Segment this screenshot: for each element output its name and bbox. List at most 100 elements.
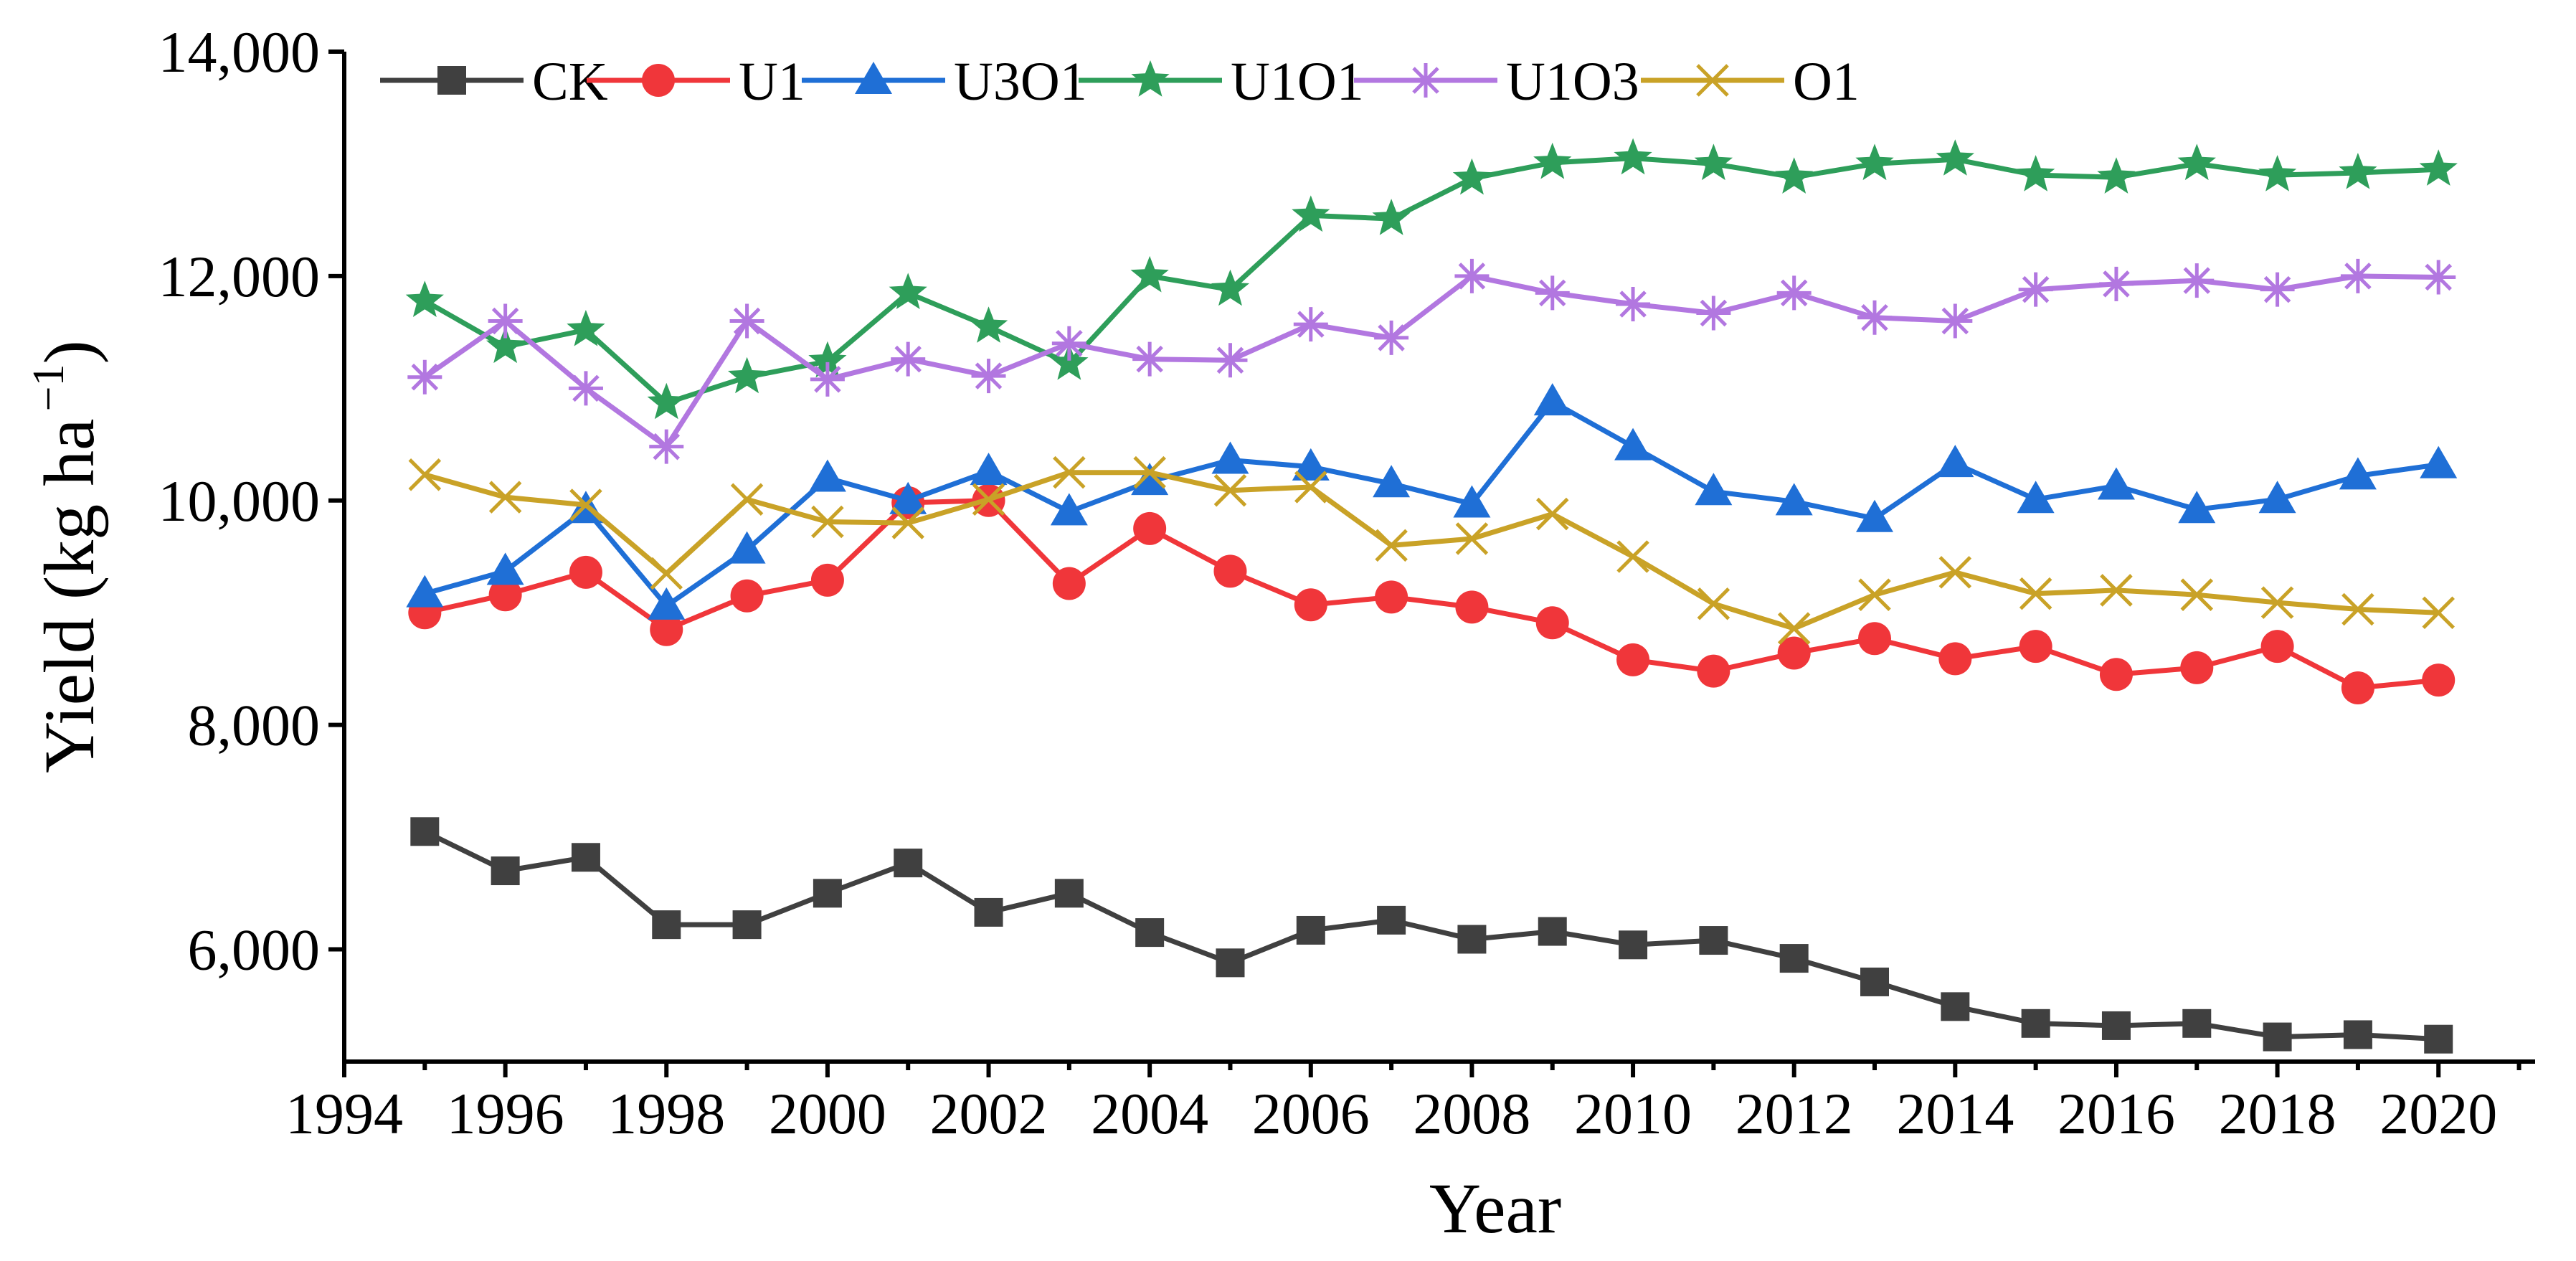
x-tick-label: 2018 [2219, 1081, 2336, 1146]
data-point-o1 [2019, 577, 2052, 610]
data-point-u3o1 [808, 459, 846, 492]
data-point-u1o3 [2421, 260, 2456, 295]
data-point-o1 [891, 506, 924, 539]
data-point-ck [2021, 1009, 2050, 1038]
data-point-u3o1 [1453, 485, 1491, 518]
data-point-u1o3 [1213, 343, 1248, 378]
data-point-ck [1296, 915, 1325, 945]
data-point-u1o1 [486, 326, 525, 364]
data-point-ck [652, 910, 681, 940]
data-point-u1o3 [1857, 300, 1893, 335]
data-point-u1 [810, 563, 844, 597]
data-point-u3o1 [2420, 445, 2458, 478]
y-tick-label: 12,000 [158, 244, 321, 309]
data-point-u1o1 [1211, 269, 1250, 306]
legend-marker-u1 [642, 64, 675, 97]
series-u1 [408, 483, 2456, 705]
data-point-u1 [1616, 643, 1650, 676]
data-point-o1 [488, 481, 522, 514]
data-point-u3o1 [1050, 493, 1088, 526]
data-point-u1o3 [1374, 320, 1409, 355]
data-point-o1 [2422, 596, 2455, 629]
data-point-ck [1860, 967, 1890, 996]
axes [342, 52, 2535, 1064]
data-point-u1 [2422, 663, 2456, 697]
series-line-u1o3 [423, 273, 2439, 450]
data-point-o1 [569, 488, 602, 521]
data-point-u3o1 [1211, 441, 1249, 474]
data-point-u1o1 [969, 306, 1008, 343]
data-point-u1o1 [1936, 139, 1974, 176]
legend-item-ck: CK [380, 52, 608, 112]
data-point-u3o1 [2097, 467, 2135, 500]
x-axis-title: Year [1429, 1168, 1561, 1248]
data-point-o1 [1938, 556, 1972, 589]
data-point-u1o3 [649, 429, 684, 464]
data-point-u1o3 [971, 359, 1006, 394]
data-point-u1o3 [1051, 326, 1086, 361]
data-point-o1 [2260, 586, 2294, 619]
data-point-u1o1 [1050, 343, 1089, 380]
legend-item-u1o3: U1O3 [1354, 52, 1639, 112]
data-point-u3o1 [1936, 445, 1974, 478]
data-point-ck [2182, 1009, 2212, 1038]
x-tick-label: 2006 [1252, 1081, 1370, 1146]
data-point-u3o1 [1373, 465, 1411, 498]
data-point-u1o3 [2098, 266, 2134, 301]
data-point-ck [2343, 1020, 2372, 1049]
x-tick-label: 2004 [1091, 1081, 1208, 1146]
data-point-o1 [1375, 529, 1408, 562]
data-point-u1 [1455, 590, 1489, 624]
x-tick-label: 2014 [1896, 1081, 2014, 1146]
x-ticks: 1994 1996 1998 2000 2002 2004 2006 2008 2010 2012… [285, 1062, 2521, 1146]
data-point-u1o1 [405, 280, 444, 317]
data-point-ck [732, 910, 762, 940]
data-point-u1 [1697, 654, 1730, 688]
legend-label-o1: O1 [1793, 52, 1860, 112]
data-point-ck [491, 856, 520, 886]
data-point-ck [2263, 1022, 2292, 1052]
legend-item-u1o1: U1O1 [1079, 52, 1364, 112]
data-point-u1o3 [2179, 263, 2215, 298]
data-point-u1o1 [889, 273, 927, 309]
data-point-o1 [1294, 471, 1327, 504]
legend-label-u1o1: U1O1 [1231, 52, 1364, 112]
data-point-ck [1135, 918, 1165, 948]
data-point-u1o1 [647, 382, 686, 420]
series-ck [410, 817, 2453, 1054]
y-tick-label: 8,000 [188, 693, 321, 758]
data-point-ck [410, 817, 440, 846]
data-point-u3o1 [970, 453, 1008, 486]
y-tick-label: 10,000 [158, 468, 321, 534]
data-point-u1 [1535, 606, 1569, 640]
data-point-u1 [569, 555, 602, 589]
data-point-u1 [2180, 651, 2214, 684]
data-point-ck [1054, 879, 1084, 908]
data-point-u1o3 [2260, 272, 2295, 307]
y-tick-label: 14,000 [158, 19, 321, 85]
series-line-u1 [424, 498, 2439, 691]
data-point-u1 [2341, 671, 2374, 705]
series-u3o1 [406, 383, 2458, 620]
series-line-o1 [424, 470, 2439, 631]
y-axis-title-superscript: −1 [24, 364, 73, 412]
data-point-u1o1 [1372, 199, 1411, 235]
legend-label-u1o3: U1O3 [1506, 52, 1639, 112]
data-point-u1o3 [810, 362, 845, 397]
data-point-u1o1 [2419, 149, 2458, 186]
data-point-u1 [1213, 554, 1247, 588]
data-point-u1o1 [2017, 155, 2055, 192]
data-point-u3o1 [1533, 383, 1571, 416]
data-point-o1 [1455, 522, 1489, 555]
data-point-o1 [1053, 455, 1086, 489]
x-tick-label: 1996 [447, 1081, 564, 1146]
data-point-o1 [730, 483, 764, 516]
series-line-u3o1 [424, 399, 2439, 609]
data-point-u1 [650, 613, 683, 646]
data-point-o1 [408, 458, 442, 491]
legend-label-u1: U1 [739, 52, 805, 112]
data-point-u3o1 [728, 531, 766, 564]
legend-marker-ck [437, 66, 466, 95]
legend-item-u1: U1 [587, 52, 805, 112]
